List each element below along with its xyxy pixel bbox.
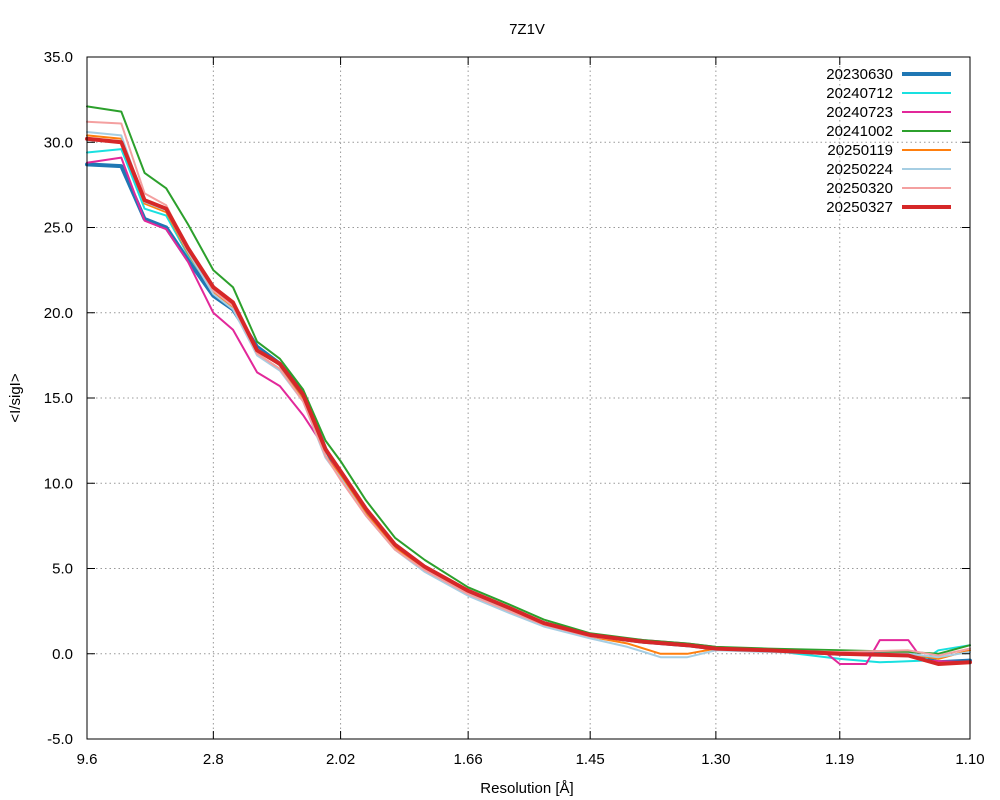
legend-label: 20240712 — [826, 85, 893, 102]
series-line-20240712 — [86, 148, 971, 664]
y-tick-label: 30.0 — [44, 134, 73, 151]
x-tick-label: 1.30 — [701, 751, 730, 768]
y-tick-label: 20.0 — [44, 305, 73, 322]
x-tick-label: 2.8 — [203, 751, 224, 768]
chart-title: 7Z1V — [509, 21, 545, 38]
y-tick-label: 10.0 — [44, 475, 73, 492]
series-line-20250327 — [85, 136, 972, 666]
legend-label: 20250119 — [827, 142, 893, 159]
x-tick-label: 1.10 — [955, 751, 984, 768]
y-tick-label: 25.0 — [44, 220, 73, 237]
series-line-20230630 — [85, 162, 972, 665]
legend-label: 20250327 — [826, 199, 893, 216]
y-tick-label: -5.0 — [47, 731, 73, 748]
axis-ticks: -5.0 0.0 5.0 10.0 15.0 20.0 25.0 30.0 35.0 9.6 2.8… — [44, 49, 985, 768]
y-tick-label: 5.0 — [52, 561, 73, 578]
x-tick-label: 9.6 — [77, 751, 98, 768]
legend-label: 20230630 — [826, 66, 893, 83]
series-line-20240723 — [86, 156, 971, 665]
legend-label: 20241002 — [826, 123, 893, 140]
y-tick-label: 35.0 — [44, 49, 73, 66]
y-tick-label: 0.0 — [52, 646, 73, 663]
y-tick-label: 15.0 — [44, 390, 73, 407]
series-lines — [85, 105, 972, 666]
x-tick-label: 2.02 — [326, 751, 355, 768]
grid — [87, 57, 970, 739]
y-axis-label: <I/sigI> — [7, 373, 24, 422]
x-axis-label: Resolution [Å] — [480, 780, 573, 797]
x-tick-label: 1.66 — [454, 751, 483, 768]
legend-label: 20250320 — [826, 180, 893, 197]
legend: 20230630 20240712 20240723 20241002 20250119… — [826, 66, 951, 216]
legend-label: 20240723 — [826, 104, 893, 121]
x-tick-label: 1.19 — [825, 751, 854, 768]
x-tick-label: 1.45 — [576, 751, 605, 768]
legend-label: 20250224 — [826, 161, 893, 178]
